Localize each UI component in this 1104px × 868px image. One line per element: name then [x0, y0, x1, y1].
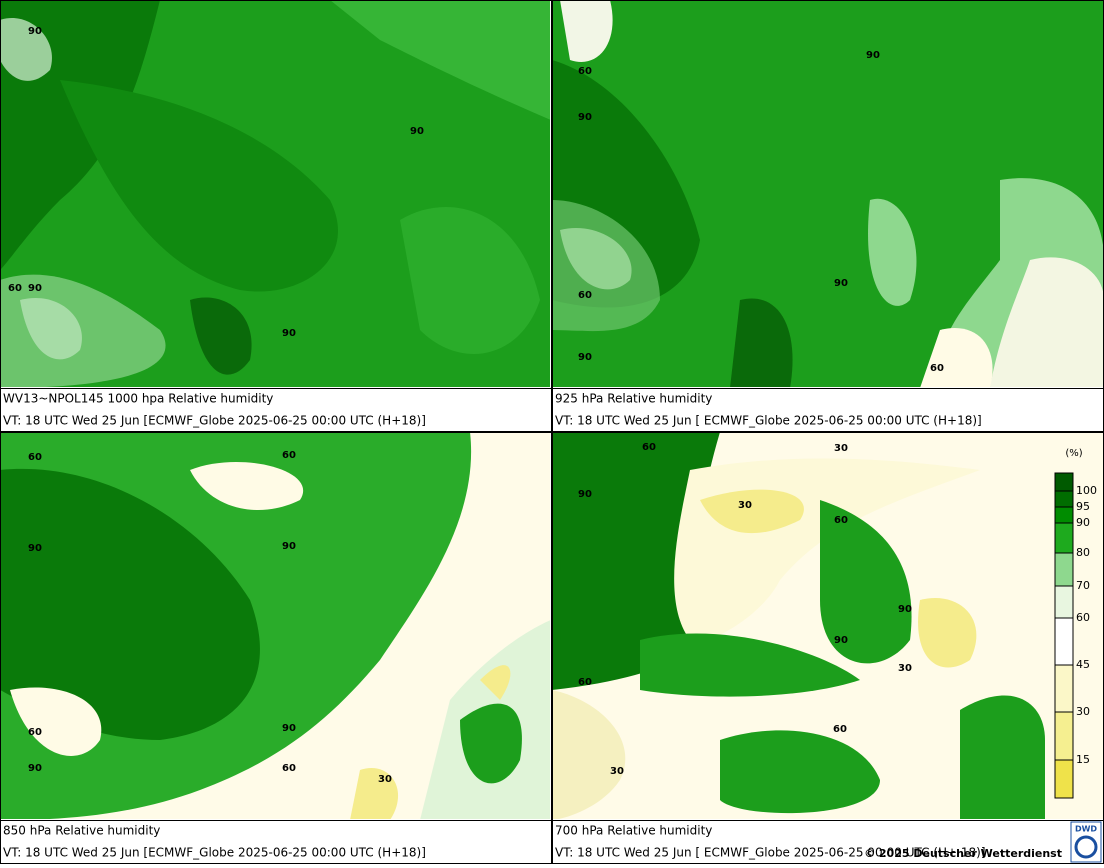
contour-label: 90	[28, 543, 42, 554]
contour-label: 90	[578, 489, 592, 500]
colorbar-segment	[1055, 712, 1073, 760]
copyright: © 2025 Deutscher Wetterdienst	[864, 847, 1062, 860]
contour-label: 60	[578, 66, 592, 77]
dwd-logo: DWD	[1070, 821, 1102, 863]
colorbar-segment	[1055, 491, 1073, 507]
contour-label: 90	[410, 126, 424, 137]
colorbar: (%) 100 95 90 80 70 60 45 30 15	[1054, 448, 1097, 799]
contour-label: 90	[282, 541, 296, 552]
colorbar-segment	[1055, 473, 1073, 491]
contour-label: 60	[282, 450, 296, 461]
panel-caption: WV13~NPOL145 1000 hpa Relative humidity	[3, 392, 273, 406]
contour-label: 60	[28, 452, 42, 463]
contour-label: 90	[866, 50, 880, 61]
panel-caption: 700 hPa Relative humidity	[555, 824, 712, 838]
map-850hpa	[1, 433, 550, 819]
contour-label: 90	[28, 763, 42, 774]
colorbar-segment	[1055, 586, 1073, 618]
colorbar-segment	[1055, 618, 1073, 665]
logo-text: DWD	[1075, 825, 1097, 834]
colorbar-label: 100	[1076, 484, 1097, 497]
colorbar-segment	[1055, 523, 1073, 553]
contour-label: 30	[738, 500, 752, 511]
panel-valid-time: VT: 18 UTC Wed 25 Jun [ECMWF_Globe 2025-…	[3, 846, 426, 860]
map-1000hpa	[1, 1, 550, 387]
panel-caption: 850 hPa Relative humidity	[3, 824, 160, 838]
colorbar-frame	[1054, 472, 1074, 799]
contour-label: 90	[282, 328, 296, 339]
contour-label: 60	[642, 442, 656, 453]
contour-label: 30	[898, 663, 912, 674]
contour-label: 90	[834, 278, 848, 289]
contour-label: 90	[834, 635, 848, 646]
contour-label: 60	[8, 283, 22, 294]
contour-label: 60	[833, 724, 847, 735]
colorbar-label: 95	[1076, 500, 1090, 513]
colorbar-segment	[1055, 760, 1073, 798]
contour-label: 30	[610, 766, 624, 777]
panel-valid-time: VT: 18 UTC Wed 25 Jun [ ECMWF_Globe 2025…	[555, 846, 986, 860]
contour-label: 60	[282, 763, 296, 774]
contour-label: 30	[834, 443, 848, 454]
colorbar-label: 70	[1076, 579, 1090, 592]
contour-label: 90	[578, 112, 592, 123]
colorbar-label: 90	[1076, 516, 1090, 529]
colorbar-label: 60	[1076, 611, 1090, 624]
colorbar-label: 80	[1076, 546, 1090, 559]
panel-valid-time: VT: 18 UTC Wed 25 Jun [ ECMWF_Globe 2025…	[555, 414, 982, 428]
colorbar-unit: (%)	[1065, 448, 1082, 459]
colorbar-label: 30	[1076, 705, 1090, 718]
map-925hpa	[553, 1, 1103, 387]
contour-label: 60	[930, 363, 944, 374]
contour-label: 60	[578, 290, 592, 301]
colorbar-label: 45	[1076, 658, 1090, 671]
contour-label: 60	[578, 677, 592, 688]
contour-label: 60	[834, 515, 848, 526]
contour-label: 60	[28, 727, 42, 738]
contour-label: 90	[28, 26, 42, 37]
colorbar-segment	[1055, 553, 1073, 586]
contour-label: 90	[578, 352, 592, 363]
panel-caption: 925 hPa Relative humidity	[555, 392, 712, 406]
contour-label: 30	[378, 774, 392, 785]
contour-label: 90	[28, 283, 42, 294]
colorbar-label: 15	[1076, 753, 1090, 766]
panel-valid-time: VT: 18 UTC Wed 25 Jun [ECMWF_Globe 2025-…	[3, 414, 426, 428]
contour-label: 90	[898, 604, 912, 615]
contour-label: 90	[282, 723, 296, 734]
colorbar-segment	[1055, 665, 1073, 712]
colorbar-segment	[1055, 507, 1073, 523]
map-700hpa	[553, 433, 1103, 819]
